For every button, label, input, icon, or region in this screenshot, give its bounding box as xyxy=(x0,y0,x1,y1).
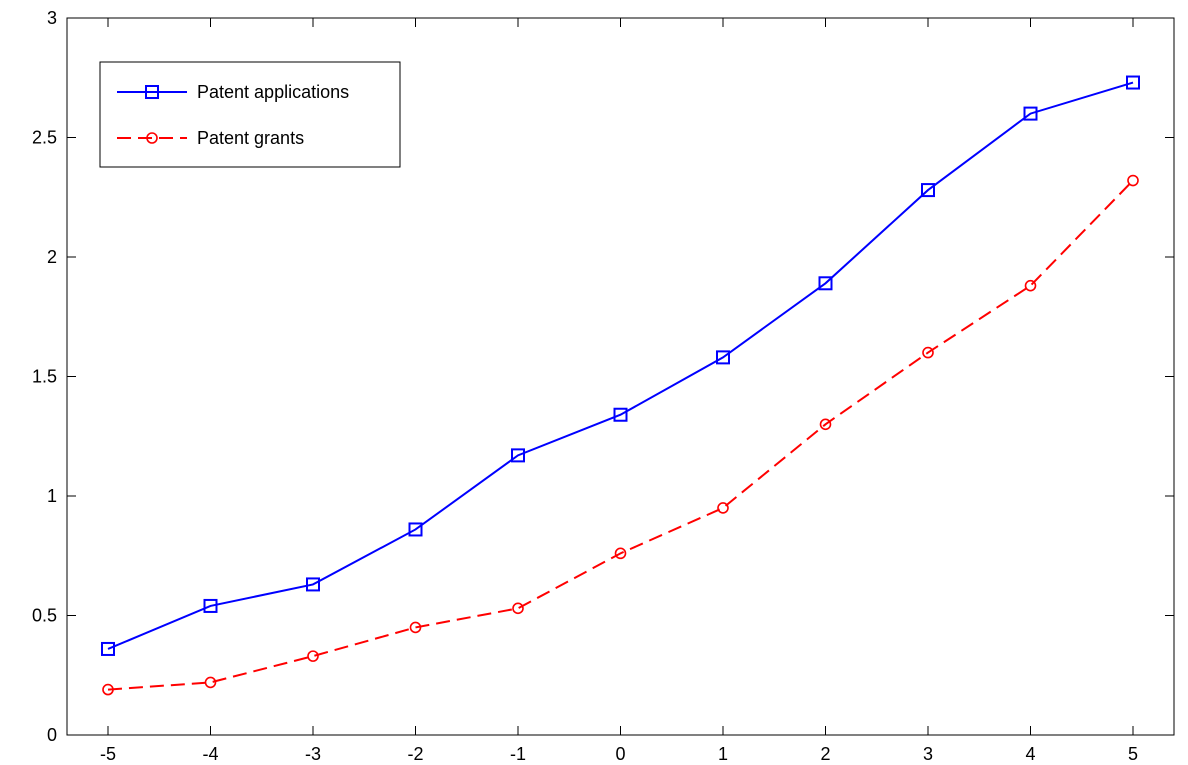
data-point-marker xyxy=(409,621,422,634)
x-tick-label: -3 xyxy=(305,744,321,764)
legend-label: Patent applications xyxy=(197,82,349,102)
y-tick-label: 3 xyxy=(47,8,57,28)
data-point-marker xyxy=(717,502,729,514)
data-point-marker xyxy=(613,407,628,422)
y-tick-label: 0 xyxy=(47,725,57,745)
y-tick-label: 2.5 xyxy=(32,128,57,148)
data-point-marker xyxy=(203,598,218,613)
axes: -5 -4 -3 -2 -1 0 1 2 3 4 5 0 0.5 1 1.5 2 2.5 3 xyxy=(32,8,1175,764)
data-point-marker xyxy=(511,448,525,463)
y-tick-label: 1 xyxy=(47,486,57,506)
x-tick-label: -5 xyxy=(100,744,116,764)
x-tick-label: 1 xyxy=(718,744,728,764)
series-line xyxy=(107,179,1134,691)
legend: Patent applications Patent grants xyxy=(99,61,401,168)
y-tick-label: 1.5 xyxy=(32,367,57,387)
x-tick-label: 0 xyxy=(615,744,625,764)
data-point-marker xyxy=(716,350,730,365)
x-tick-label: 2 xyxy=(820,744,830,764)
x-tick-label: -1 xyxy=(510,744,526,764)
y-tick-label: 2 xyxy=(47,247,57,267)
data-point-marker xyxy=(102,683,114,696)
data-point-marker xyxy=(1127,174,1139,187)
series-layer xyxy=(101,75,1140,696)
x-tick-label: 5 xyxy=(1128,744,1138,764)
data-point-marker xyxy=(408,522,423,537)
data-point-marker xyxy=(922,346,934,359)
legend-marker xyxy=(145,85,159,99)
data-point-marker xyxy=(921,183,935,198)
data-point-marker xyxy=(1024,279,1037,292)
data-point-marker xyxy=(818,276,833,291)
legend-box xyxy=(99,61,401,168)
series-grants xyxy=(102,174,1139,696)
legend-marker xyxy=(146,132,158,144)
x-tick-label: -4 xyxy=(202,744,218,764)
series-applications xyxy=(101,75,1140,656)
data-point-marker xyxy=(819,418,832,431)
data-point-marker xyxy=(1023,106,1038,121)
data-point-marker xyxy=(204,676,217,689)
data-point-marker xyxy=(306,577,320,592)
data-point-marker xyxy=(614,547,627,560)
x-tick-label: -2 xyxy=(407,744,423,764)
y-tick-label: 0.5 xyxy=(32,606,57,626)
data-point-marker xyxy=(101,641,115,656)
data-point-marker xyxy=(512,602,524,615)
legend-label: Patent grants xyxy=(197,128,304,148)
x-tick-label: 4 xyxy=(1025,744,1035,764)
x-tick-label: 3 xyxy=(923,744,933,764)
series-line xyxy=(107,81,1134,650)
data-point-marker xyxy=(307,650,319,662)
data-point-marker xyxy=(1126,75,1140,90)
